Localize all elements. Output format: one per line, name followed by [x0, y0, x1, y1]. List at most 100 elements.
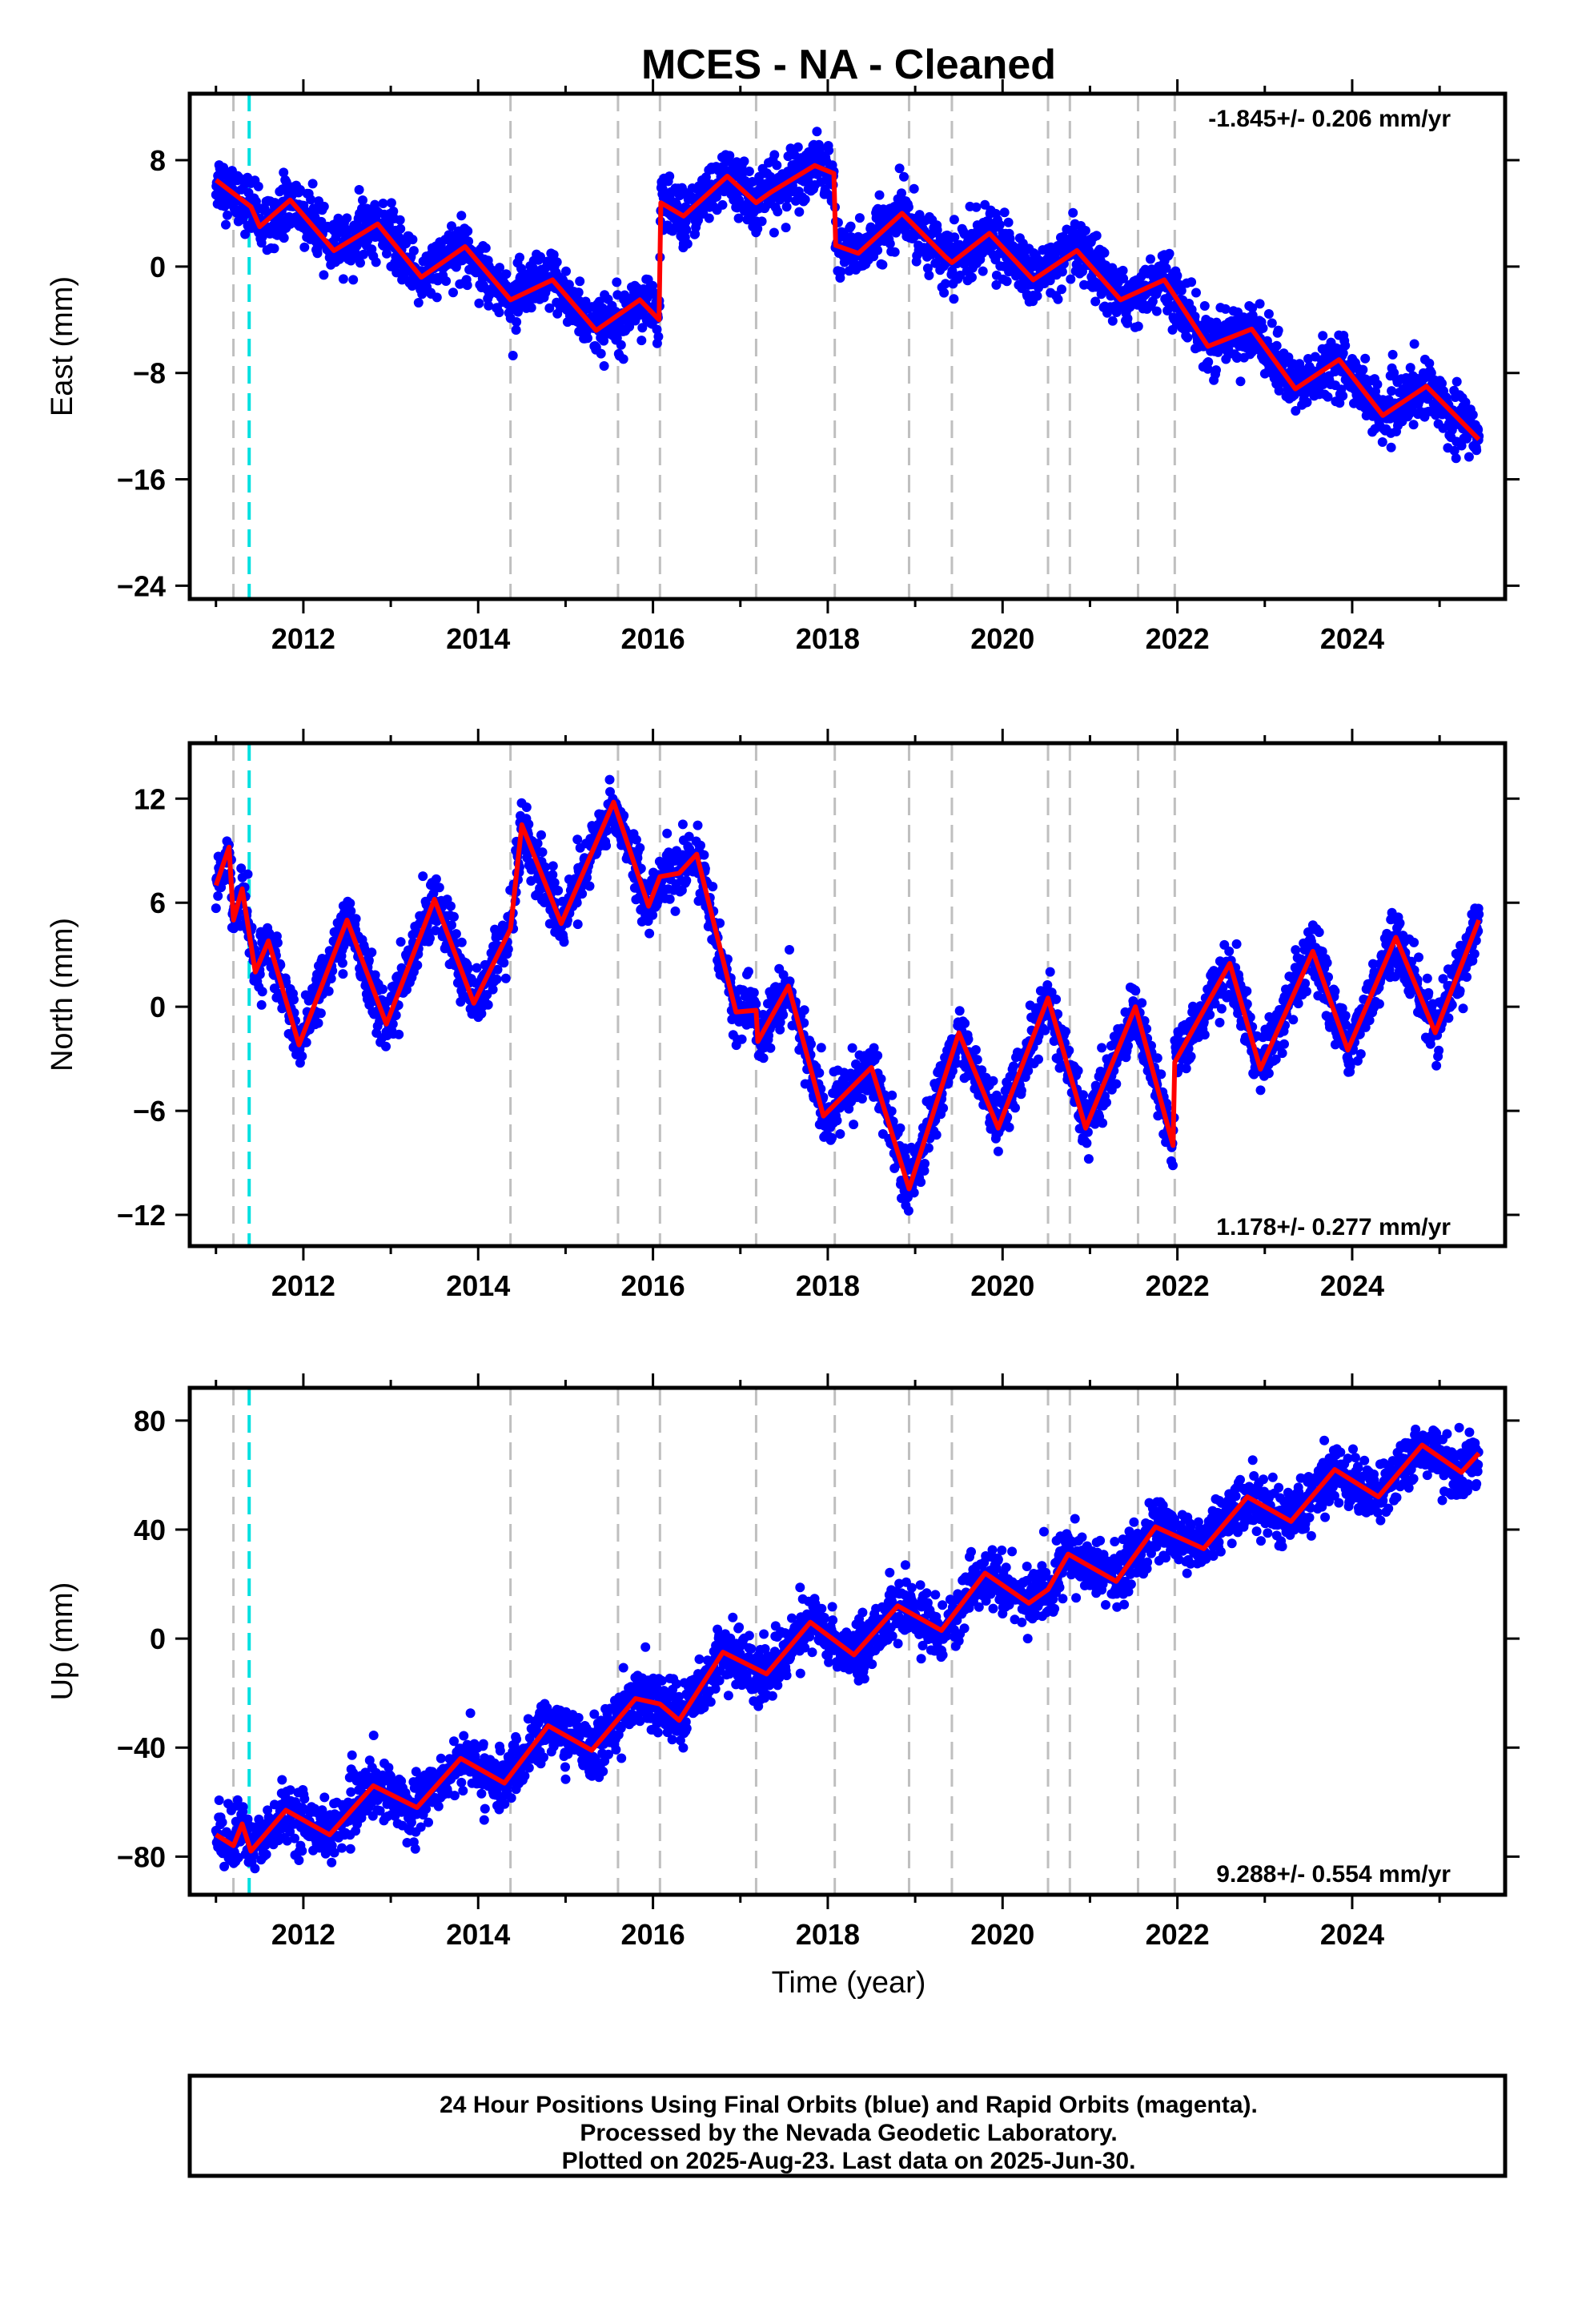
data-point	[326, 974, 336, 983]
data-point	[1147, 296, 1158, 307]
data-point	[548, 250, 559, 260]
data-point	[307, 179, 318, 189]
data-point	[1073, 1066, 1083, 1076]
data-point	[559, 937, 569, 947]
data-point	[648, 280, 658, 291]
data-point	[1161, 263, 1171, 273]
data-point	[954, 1006, 965, 1016]
data-point	[781, 202, 792, 212]
plot-area	[211, 94, 1484, 599]
data-point	[279, 167, 289, 178]
data-point	[1247, 303, 1258, 313]
y-tick-label: 8	[150, 144, 166, 177]
data-point	[877, 259, 888, 270]
data-point	[355, 258, 365, 268]
data-point	[681, 875, 692, 886]
data-point	[873, 245, 883, 255]
data-point	[845, 221, 856, 231]
data-point	[447, 221, 456, 231]
data-point	[431, 874, 441, 884]
data-point	[1057, 284, 1066, 295]
data-point	[499, 958, 509, 968]
data-point	[1415, 393, 1425, 403]
data-point	[924, 270, 934, 280]
data-point	[1274, 385, 1284, 396]
data-point	[272, 938, 283, 948]
data-point	[1102, 1097, 1111, 1108]
data-point	[847, 1043, 857, 1053]
data-point	[931, 1130, 942, 1140]
data-point	[1118, 273, 1129, 283]
data-point	[1082, 1138, 1092, 1148]
data-point	[1060, 1027, 1070, 1037]
data-point	[1273, 325, 1283, 336]
data-point	[919, 1166, 930, 1176]
daily-position-points	[211, 127, 1484, 464]
data-point	[601, 841, 612, 850]
data-point	[503, 944, 513, 955]
y-tick-label: −16	[117, 464, 166, 497]
data-point	[836, 267, 846, 277]
plot-area	[211, 743, 1484, 1246]
data-point	[1040, 1025, 1050, 1035]
data-point	[1164, 248, 1174, 259]
data-point	[894, 163, 905, 174]
data-point	[536, 830, 546, 840]
data-point	[1405, 363, 1415, 373]
data-point	[1199, 301, 1210, 311]
data-point	[1387, 386, 1397, 396]
data-point	[1460, 397, 1471, 408]
y-tick-label: 0	[150, 251, 166, 283]
data-point	[699, 850, 709, 860]
data-point	[947, 1066, 958, 1076]
data-point	[999, 207, 1010, 218]
data-point	[1045, 275, 1055, 286]
data-point	[814, 1068, 825, 1078]
data-point	[412, 960, 423, 971]
data-point	[1267, 318, 1277, 328]
data-point	[963, 1034, 974, 1044]
data-point	[351, 914, 361, 924]
data-point	[1016, 1085, 1026, 1096]
data-point	[388, 206, 399, 216]
data-point	[799, 1018, 809, 1028]
data-point	[1271, 340, 1282, 351]
data-point	[757, 216, 767, 227]
data-point	[1091, 231, 1102, 241]
data-point	[1203, 357, 1214, 367]
data-point	[1004, 1122, 1014, 1132]
data-point	[1133, 321, 1143, 332]
data-point	[857, 1094, 867, 1104]
data-point	[816, 1043, 826, 1053]
data-point	[441, 276, 452, 286]
data-point	[515, 252, 524, 263]
data-point	[1338, 348, 1348, 359]
data-point	[812, 127, 822, 137]
data-point	[391, 267, 402, 278]
data-point	[299, 242, 310, 252]
data-point	[1146, 254, 1155, 264]
data-point	[806, 1039, 816, 1049]
data-point	[649, 287, 659, 298]
data-point	[492, 964, 503, 975]
data-point	[1464, 452, 1474, 462]
data-point	[295, 185, 305, 195]
data-point	[363, 955, 374, 966]
data-point	[219, 201, 230, 211]
data-point	[835, 1129, 845, 1139]
data-point	[413, 298, 424, 308]
data-point	[346, 906, 356, 916]
data-point	[653, 332, 664, 342]
data-point	[889, 247, 900, 257]
data-point	[785, 945, 794, 955]
data-point	[279, 233, 289, 243]
data-point	[932, 225, 942, 235]
x-tick-label: 2020	[970, 622, 1034, 655]
data-point	[408, 246, 419, 256]
y-tick-label: −8	[133, 357, 166, 390]
data-point	[597, 303, 608, 313]
data-point	[1302, 397, 1312, 408]
data-point	[315, 1008, 326, 1019]
data-point	[513, 307, 523, 317]
data-point	[704, 213, 714, 223]
